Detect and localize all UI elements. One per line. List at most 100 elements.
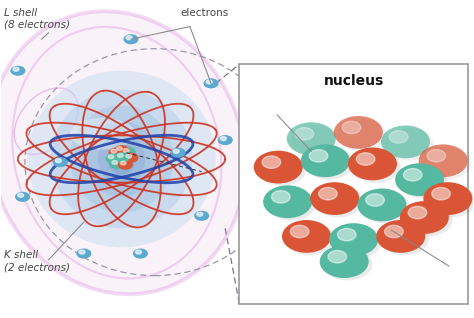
- Circle shape: [295, 128, 314, 140]
- Circle shape: [133, 249, 148, 259]
- Circle shape: [423, 182, 473, 215]
- Circle shape: [15, 192, 30, 202]
- Circle shape: [403, 204, 453, 236]
- Circle shape: [218, 135, 233, 145]
- Ellipse shape: [27, 71, 216, 247]
- Circle shape: [301, 144, 350, 177]
- Circle shape: [123, 34, 138, 44]
- Circle shape: [173, 149, 179, 153]
- Text: L shell
(8 electrons): L shell (8 electrons): [4, 8, 70, 29]
- Circle shape: [427, 149, 446, 162]
- Circle shape: [257, 153, 306, 186]
- Text: electrons: electrons: [181, 8, 228, 18]
- Circle shape: [254, 151, 303, 183]
- Circle shape: [323, 248, 373, 280]
- Circle shape: [291, 225, 309, 238]
- Circle shape: [111, 149, 117, 153]
- Circle shape: [114, 145, 129, 155]
- Circle shape: [419, 144, 468, 177]
- Circle shape: [356, 153, 375, 165]
- Text: nucleus: nucleus: [323, 74, 384, 88]
- Circle shape: [357, 189, 406, 221]
- Circle shape: [115, 152, 130, 162]
- Circle shape: [18, 193, 24, 197]
- Ellipse shape: [108, 143, 136, 175]
- Circle shape: [262, 156, 281, 169]
- FancyBboxPatch shape: [239, 65, 468, 304]
- Circle shape: [126, 154, 132, 158]
- Circle shape: [342, 121, 361, 134]
- Circle shape: [384, 225, 403, 238]
- Circle shape: [197, 212, 203, 216]
- Circle shape: [432, 187, 450, 200]
- Circle shape: [361, 191, 410, 224]
- Circle shape: [136, 250, 142, 254]
- Circle shape: [76, 249, 91, 259]
- Circle shape: [334, 116, 383, 149]
- Circle shape: [272, 190, 290, 203]
- Ellipse shape: [86, 121, 157, 197]
- Circle shape: [118, 154, 123, 157]
- Circle shape: [381, 126, 430, 158]
- Text: K shell
(2 electrons): K shell (2 electrons): [4, 250, 70, 272]
- Circle shape: [120, 147, 136, 157]
- Circle shape: [314, 185, 363, 218]
- Circle shape: [13, 67, 19, 71]
- Circle shape: [282, 220, 331, 253]
- Circle shape: [352, 150, 401, 183]
- Circle shape: [337, 228, 356, 241]
- Ellipse shape: [70, 105, 173, 213]
- Circle shape: [117, 147, 122, 150]
- Circle shape: [126, 36, 132, 40]
- Ellipse shape: [0, 11, 245, 294]
- Circle shape: [403, 169, 422, 181]
- Circle shape: [123, 149, 129, 152]
- Circle shape: [399, 166, 448, 198]
- Circle shape: [400, 201, 449, 234]
- Circle shape: [123, 153, 138, 163]
- Circle shape: [10, 66, 26, 76]
- Circle shape: [384, 128, 434, 161]
- Circle shape: [203, 78, 219, 88]
- Circle shape: [366, 194, 384, 206]
- Circle shape: [376, 220, 425, 253]
- Ellipse shape: [70, 118, 136, 149]
- Circle shape: [389, 131, 408, 143]
- Circle shape: [333, 226, 382, 259]
- Circle shape: [304, 147, 354, 180]
- Circle shape: [220, 136, 227, 141]
- Circle shape: [79, 250, 85, 254]
- Circle shape: [380, 223, 429, 255]
- Circle shape: [395, 163, 444, 196]
- Circle shape: [171, 148, 186, 158]
- Circle shape: [194, 211, 209, 221]
- Circle shape: [328, 251, 346, 263]
- Ellipse shape: [98, 134, 145, 184]
- Circle shape: [108, 155, 114, 159]
- Text: proton: proton: [258, 115, 292, 125]
- Circle shape: [408, 206, 427, 219]
- Circle shape: [109, 159, 124, 169]
- Ellipse shape: [51, 90, 192, 228]
- Circle shape: [348, 148, 397, 180]
- Text: neutron: neutron: [413, 266, 454, 276]
- Circle shape: [106, 153, 120, 163]
- Circle shape: [319, 187, 337, 200]
- Circle shape: [118, 160, 133, 170]
- Circle shape: [263, 185, 312, 218]
- Circle shape: [422, 147, 471, 180]
- Circle shape: [287, 122, 336, 155]
- Circle shape: [310, 182, 359, 215]
- Circle shape: [53, 157, 68, 167]
- Circle shape: [109, 148, 123, 158]
- Circle shape: [55, 159, 62, 162]
- Circle shape: [427, 185, 474, 218]
- Circle shape: [112, 161, 118, 164]
- Circle shape: [120, 161, 126, 165]
- Circle shape: [286, 223, 335, 255]
- Circle shape: [291, 125, 339, 157]
- Circle shape: [337, 119, 386, 151]
- Circle shape: [329, 223, 378, 256]
- Circle shape: [309, 149, 328, 162]
- Circle shape: [319, 245, 369, 278]
